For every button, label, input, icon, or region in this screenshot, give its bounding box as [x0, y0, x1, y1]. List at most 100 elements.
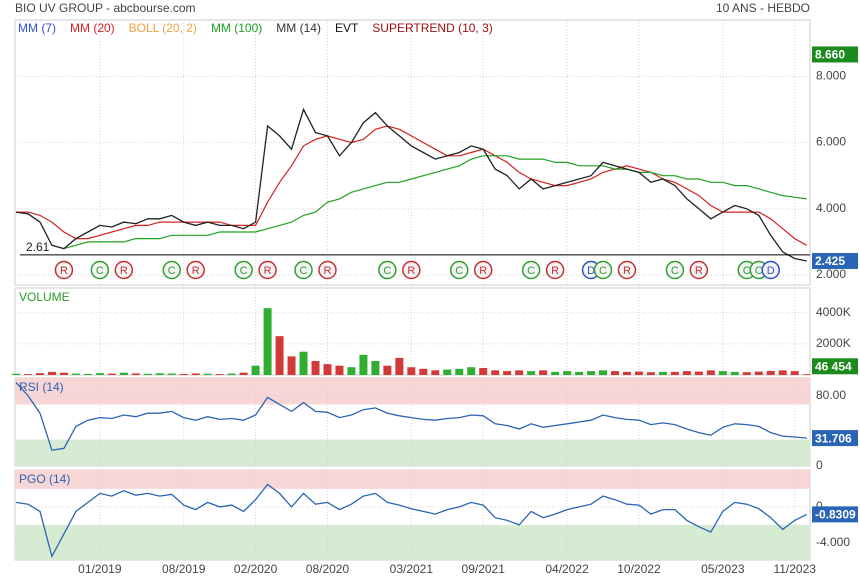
x-tick-label: 09/2021: [462, 562, 506, 576]
legend-entry: MM (7): [18, 21, 56, 35]
last-value-label: 46 454: [815, 359, 852, 373]
price-line: [15, 107, 807, 262]
volume-bar: [347, 367, 356, 375]
volume-bar: [275, 336, 284, 375]
volume-bar: [730, 371, 739, 375]
legend-entry: MM (20): [70, 21, 115, 35]
volume-bar: [622, 371, 631, 375]
volume-bar: [12, 373, 20, 375]
y-tick-label: 4000K: [816, 305, 851, 319]
signal-marker: [473, 260, 493, 280]
panel-frame: [14, 287, 811, 376]
signal-marker: [54, 260, 74, 280]
volume-bar: [754, 371, 763, 375]
volume-bar: [191, 373, 200, 375]
volume-bar: [467, 367, 476, 375]
volume-bar: [646, 372, 655, 375]
volume-bar: [551, 371, 560, 375]
volume-bar: [455, 368, 464, 375]
last-value-label: 2.425: [815, 254, 845, 268]
x-tick-label: 03/2021: [390, 562, 434, 576]
panel-title: RSI (14): [19, 380, 64, 394]
signal-marker: [665, 260, 685, 280]
volume-bar: [35, 373, 44, 375]
legend-entry: BOLL (20, 2): [129, 21, 197, 35]
signal-label: R: [479, 265, 487, 277]
y-tick-label: 8.000: [816, 68, 846, 82]
volume-bar: [359, 354, 368, 375]
x-tick-label: 05/2023: [701, 562, 745, 576]
signal-label: C: [671, 265, 679, 277]
x-tick-label: 08/2020: [306, 562, 350, 576]
signal-label: C: [383, 265, 391, 277]
volume-bar: [503, 371, 512, 375]
volume-bar: [107, 373, 116, 375]
signal-label: R: [120, 265, 128, 277]
volume-bar: [23, 374, 32, 375]
y-tick-label: 6.000: [816, 135, 846, 149]
y-tick-label: 0: [816, 458, 823, 472]
volume-bar: [407, 367, 416, 375]
signal-label: R: [264, 265, 272, 277]
volume-bar: [766, 370, 775, 375]
volume-bar: [395, 357, 404, 375]
support-label: 2.61: [26, 240, 50, 254]
x-tick-label: 11/2023: [773, 562, 816, 576]
volume-bar: [575, 371, 584, 375]
signal-marker: [378, 260, 397, 280]
max-value-label-box: [812, 46, 858, 63]
signal-label: C: [96, 265, 104, 277]
volume-bar: [119, 372, 128, 375]
volume-bar: [718, 371, 727, 375]
signal-label: R: [60, 265, 68, 277]
volume-bar: [143, 373, 152, 375]
volume-bar: [670, 371, 679, 375]
signal-label: R: [192, 265, 200, 277]
signal-label: R: [324, 265, 332, 277]
volume-bar: [658, 371, 667, 375]
y-tick-label: 0: [816, 499, 823, 513]
volume-bar: [263, 308, 272, 375]
signal-marker: [90, 260, 110, 280]
signal-marker: [761, 260, 780, 280]
signal-label: R: [407, 265, 415, 277]
signal-marker: [234, 260, 253, 280]
signal-label: C: [455, 265, 463, 277]
panel-title: VOLUME: [19, 290, 70, 304]
signal-label: C: [300, 265, 308, 277]
chart-title: BIO UV GROUP - abcbourse.com: [15, 1, 196, 15]
volume-bar: [131, 373, 140, 375]
y-tick-label: 2000K: [816, 336, 851, 350]
volume-bar: [311, 361, 320, 375]
last-value-label-box: [812, 506, 858, 523]
volume-bar: [59, 372, 68, 375]
volume-bar: [47, 371, 56, 375]
volume-bar: [227, 373, 236, 375]
signal-marker: [294, 260, 313, 280]
last-value-label-box: [812, 430, 858, 447]
volume-bar: [802, 374, 811, 375]
volume-bar: [611, 371, 619, 375]
volume-bar: [383, 365, 392, 375]
x-tick-label: 10/2022: [617, 562, 661, 576]
x-tick-label: 01/2019: [78, 562, 122, 576]
legend-entry: MM (100): [211, 21, 262, 35]
signal-label: C: [755, 265, 763, 277]
volume-bar: [790, 371, 799, 375]
volume-bar: [479, 368, 488, 375]
volume-bar: [587, 371, 596, 375]
volume-bar: [742, 372, 751, 375]
volume-bar: [515, 370, 524, 375]
legend-entry: SUPERTREND (10, 3): [372, 21, 492, 35]
signal-marker: [162, 260, 181, 280]
y-tick-label: 2.000: [816, 267, 846, 281]
signal-marker: [593, 260, 613, 280]
signal-marker: [258, 260, 277, 280]
volume-bar: [179, 373, 188, 375]
last-value-label-box: [812, 252, 858, 269]
volume-bar: [251, 365, 260, 375]
volume-bar: [203, 373, 212, 375]
x-tick-label: 08/2019: [162, 562, 206, 576]
signal-label: R: [695, 265, 703, 277]
